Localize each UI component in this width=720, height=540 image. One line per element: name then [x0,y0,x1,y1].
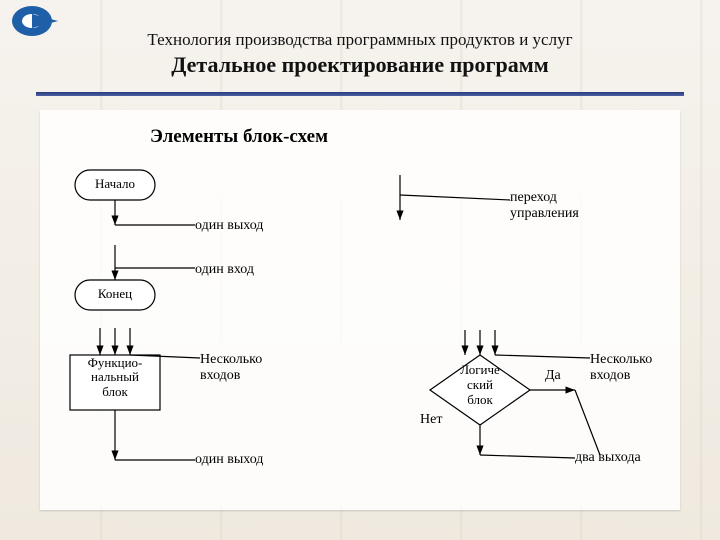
functional-block-label: Функцио-нальныйблок [70,356,160,401]
logo [10,4,60,38]
header: Технология производства программных прод… [60,30,660,78]
label-no: Нет [420,412,442,428]
label-one-output-2: один выход [195,452,263,468]
label-transition: переходуправления [510,190,579,222]
logic-block-label: Логическийблок [430,363,530,408]
label-two-outputs: два выхода [575,450,641,466]
label-multi-inputs-1: Нескольковходов [200,352,262,384]
label-one-output-1: один выход [195,218,263,234]
header-title: Детальное проектирование программ [60,52,660,78]
start-node-label: Начало [75,177,155,192]
header-subtitle: Технология производства программных прод… [60,30,660,50]
section-title: Элементы блок-схем [150,126,328,148]
end-node-label: Конец [75,287,155,302]
header-rule [36,92,684,96]
label-yes: Да [545,368,561,384]
label-multi-inputs-2: Нескольковходов [590,352,652,384]
label-one-input: один вход [195,262,254,278]
